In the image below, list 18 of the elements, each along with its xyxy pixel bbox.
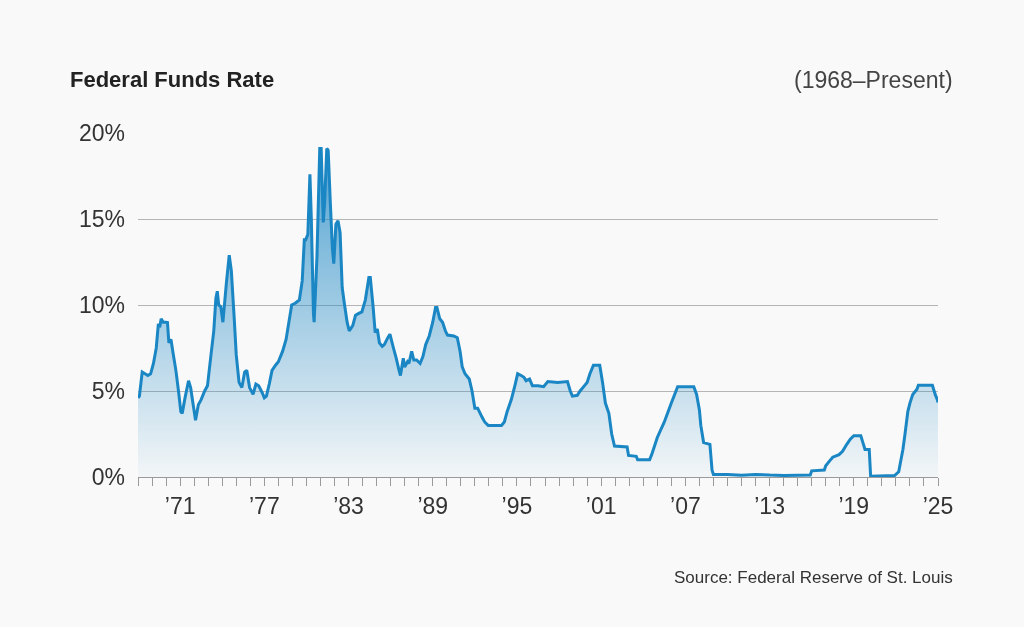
y-tick-label: 15% [78, 206, 125, 233]
source-note: Source: Federal Reserve of St. Louis [674, 568, 953, 587]
chart-subtitle: (1968–Present) [794, 67, 953, 93]
x-tick-label: ’19 [838, 492, 870, 519]
chart-title: Federal Funds Rate [70, 67, 275, 92]
x-tick-label: ’25 [922, 492, 954, 519]
x-tick-label: ’13 [754, 492, 785, 519]
y-tick-label: 20% [78, 120, 125, 147]
x-tick-label: ’07 [670, 492, 701, 519]
x-tick-label: ’95 [501, 492, 533, 519]
y-tick-label: 5% [91, 378, 125, 405]
x-tick-label: ’01 [585, 492, 617, 519]
x-tick-label: ’83 [333, 492, 364, 519]
y-tick-label: 0% [91, 464, 125, 491]
x-tick-label: ’89 [417, 492, 449, 519]
x-tick-label: ’71 [164, 492, 196, 519]
x-tick-label: ’77 [248, 492, 280, 519]
y-tick-label: 10% [78, 292, 125, 319]
